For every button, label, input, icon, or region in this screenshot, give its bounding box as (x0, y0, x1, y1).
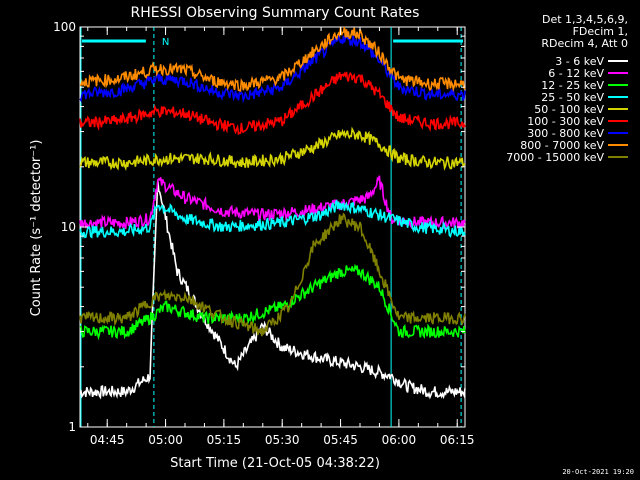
x-tick-label: 05:30 (265, 433, 300, 447)
x-tick-label: 05:45 (323, 433, 358, 447)
series-line-9 (79, 212, 466, 337)
legend-label: 7000 - 15000 keV (506, 151, 604, 164)
legend-label: 12 - 25 keV (541, 79, 604, 92)
legend-label: 3 - 6 keV (555, 55, 604, 68)
y-tick-label: 100 (53, 20, 76, 34)
data-series (79, 26, 466, 400)
annotation-n: N (162, 37, 169, 48)
x-tick-label: 05:00 (148, 433, 183, 447)
series-line-6 (79, 71, 466, 135)
legend-label: 100 - 300 keV (527, 115, 604, 128)
legend-header-line: FDecim 1, (573, 25, 628, 38)
legend: Det 1,3,4,5,6,9,FDecim 1,RDecim 4, Att 0… (506, 13, 628, 164)
y-tick-label: 1 (68, 420, 76, 434)
footer-timestamp: 20-Oct-2021 19:20 (562, 468, 634, 476)
chart-title: RHESSI Observing Summary Count Rates (131, 5, 420, 21)
legend-label: 800 - 7000 keV (520, 139, 604, 152)
legend-label: 50 - 100 keV (534, 103, 604, 116)
legend-label: 25 - 50 keV (541, 91, 604, 104)
x-axis-label: Start Time (21-Oct-05 04:38:22) (170, 456, 380, 471)
x-tick-label: 04:45 (90, 433, 125, 447)
x-tick-label: 06:00 (382, 433, 417, 447)
legend-header-line: RDecim 4, Att 0 (541, 37, 628, 50)
legend-label: 6 - 12 keV (548, 67, 604, 80)
legend-header-line: Det 1,3,4,5,6,9, (542, 13, 628, 26)
x-tick-label: 06:15 (440, 433, 475, 447)
series-line-4 (79, 199, 466, 239)
series-line-8 (79, 26, 466, 93)
series-line-1 (79, 180, 466, 400)
legend-label: 300 - 800 keV (527, 127, 604, 140)
x-tick-label: 05:15 (207, 433, 242, 447)
series-line-5 (79, 126, 466, 171)
y-axis-label: Count Rate (s⁻¹ detector⁻¹) (29, 140, 44, 317)
axes: 1 10 100 04:45 05:00 05:15 05:30 05:45 06:00 06:1… (53, 20, 474, 447)
y-tick-label: 10 (61, 220, 76, 234)
series-line-3 (79, 263, 466, 341)
series-line-7 (79, 32, 466, 104)
